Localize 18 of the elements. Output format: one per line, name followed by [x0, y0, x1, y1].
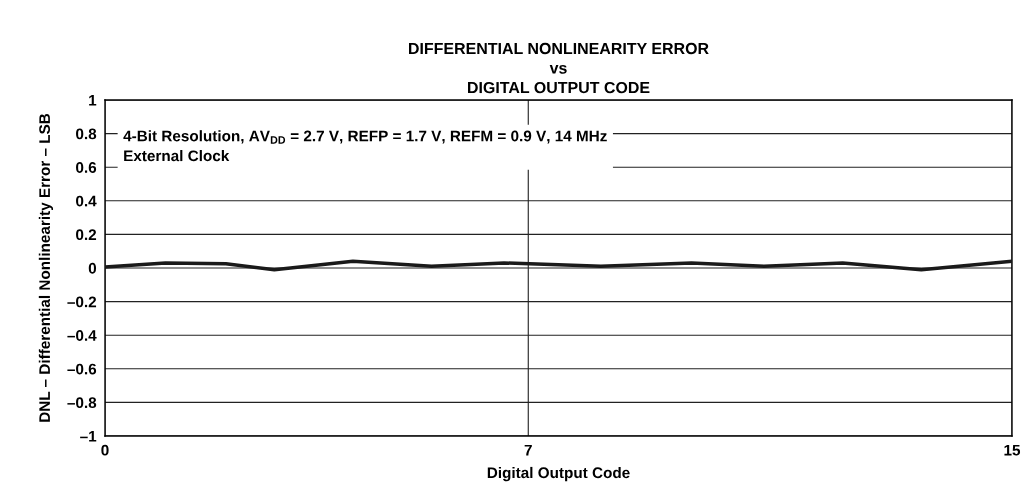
x-axis-title: Digital Output Code: [487, 466, 630, 482]
x-tick-label: 7: [524, 444, 532, 456]
y-tick-label: –0.6: [67, 363, 97, 375]
y-tick-label: –0.4: [67, 330, 97, 341]
y-tick-label: 0.4: [76, 195, 97, 207]
y-tick-label: –0.2: [67, 296, 97, 308]
y-axis-title: DNL – Differential Nonlinearity Error – LSB: [38, 113, 54, 422]
y-tick-label: 1: [89, 95, 97, 106]
text: 4-Bit Resolution, AV$_{DD}$ = 2.7 V, REFP = 1.7 V, REFM = 0.9 V, 14 MHz External Clock: [123, 130, 607, 162]
y-tick-label: 0: [88, 262, 97, 274]
x-tick-label: 15: [1004, 444, 1021, 456]
y-tick-label: –1: [80, 431, 97, 442]
y-tick-label: –0.8: [67, 397, 97, 409]
y-tick-label: 0.2: [76, 229, 97, 241]
chart-title: DIFFERENTIAL NONLINEARITY ERROR vs DIGITAL OUTPUT CODE: [409, 42, 709, 94]
x-tick-label: 0: [101, 444, 109, 456]
y-tick-label: 0.8: [76, 128, 97, 140]
y-tick-label: 0.6: [76, 162, 97, 173]
